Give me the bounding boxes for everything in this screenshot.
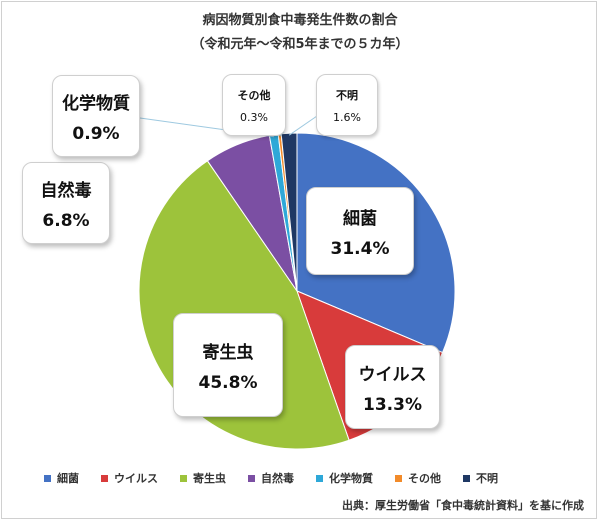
legend-swatch xyxy=(248,474,255,482)
legend-label: 化学物質 xyxy=(329,472,373,485)
data-label-category: 寄生虫 xyxy=(202,342,254,363)
data-label-category: 不明 xyxy=(336,88,358,102)
legend-label: 不明 xyxy=(476,472,498,485)
legend-swatch xyxy=(316,474,323,482)
legend-item-2: ウイルス xyxy=(101,470,158,486)
data-label-5: 化学物質 0.9% xyxy=(52,75,140,157)
legend-item-7: 不明 xyxy=(463,470,498,486)
legend-label: その他 xyxy=(408,472,441,485)
legend-swatch xyxy=(463,474,470,482)
legend-swatch xyxy=(44,474,51,482)
data-label-7: 不明 1.6% xyxy=(316,74,378,136)
data-label-value: 0.9% xyxy=(72,123,120,144)
data-label-category: 化学物質 xyxy=(62,93,130,114)
legend-item-1: 細菌 xyxy=(44,470,79,486)
data-label-value: 1.6% xyxy=(333,110,361,124)
legend-swatch xyxy=(101,474,108,482)
legend-swatch xyxy=(180,474,187,482)
data-label-value: 0.3% xyxy=(240,110,268,124)
data-label-3: 寄生虫 45.8% xyxy=(173,313,283,417)
data-label-value: 13.3% xyxy=(363,394,422,415)
data-label-value: 6.8% xyxy=(42,210,90,231)
source-note: 出典：厚生労働省「食中毒統計資料」を基に作成 xyxy=(342,499,584,512)
legend-swatch xyxy=(395,474,402,482)
leader-line-7 xyxy=(288,115,318,136)
legend: 細菌 ウイルス 寄生虫 自然毒 化学物質 その他 不明 xyxy=(44,470,584,486)
legend-item-4: 自然毒 xyxy=(248,470,294,486)
data-label-category: 自然毒 xyxy=(40,180,92,201)
data-label-2: ウイルス 13.3% xyxy=(345,345,440,429)
data-label-category: 細菌 xyxy=(343,208,377,229)
data-label-4: 自然毒 6.8% xyxy=(22,162,110,244)
legend-label: 寄生虫 xyxy=(193,472,226,485)
data-label-category: ウイルス xyxy=(358,364,427,385)
legend-label: 細菌 xyxy=(57,472,79,485)
legend-label: 自然毒 xyxy=(261,472,294,485)
data-label-1: 細菌 31.4% xyxy=(306,187,414,275)
legend-label: ウイルス xyxy=(114,472,158,485)
data-label-value: 31.4% xyxy=(330,238,390,259)
data-label-category: その他 xyxy=(237,88,271,102)
legend-item-5: 化学物質 xyxy=(316,470,373,486)
data-label-value: 45.8% xyxy=(198,372,258,393)
data-label-6: その他 0.3% xyxy=(222,74,286,136)
chart-title: 病因物質別食中毒発生件数の割合 xyxy=(202,13,398,28)
legend-item-3: 寄生虫 xyxy=(180,470,226,486)
legend-item-6: その他 xyxy=(395,470,441,486)
chart-subtitle: （令和元年～令和5年までの５カ年） xyxy=(191,37,409,52)
